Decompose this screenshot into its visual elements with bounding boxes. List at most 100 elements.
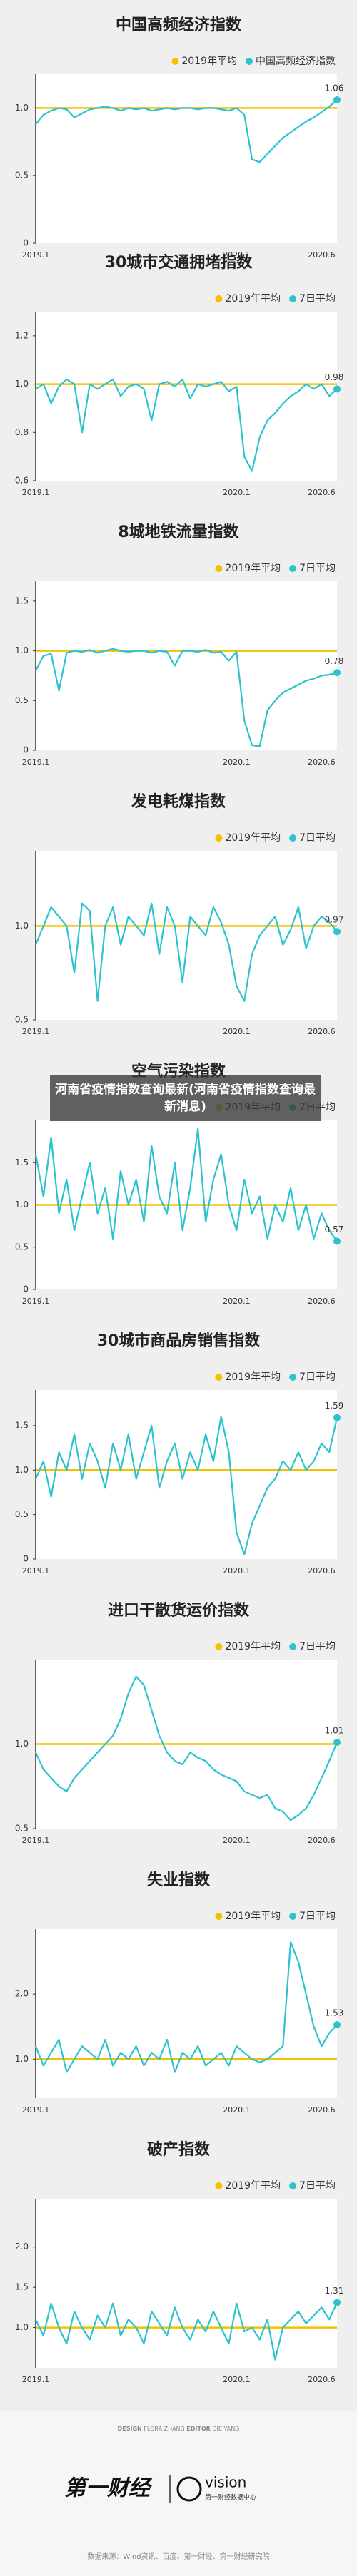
y-tick-label: 0 bbox=[23, 745, 29, 755]
legend-label: 2019年平均 bbox=[225, 1641, 281, 1652]
legend-swatch bbox=[215, 1374, 223, 1381]
x-tick-label: 2020.6 bbox=[308, 1027, 336, 1036]
plot-area bbox=[36, 1929, 337, 2098]
y-tick-label: 1.0 bbox=[15, 2322, 29, 2332]
y-tick-label: 0 bbox=[23, 238, 29, 248]
legend-label: 2019年平均 bbox=[225, 563, 281, 574]
legend-label: 7日平均 bbox=[299, 563, 336, 574]
y-tick-label: 2.0 bbox=[15, 1989, 29, 1999]
plot-area bbox=[36, 312, 337, 481]
plot-area bbox=[36, 851, 337, 1020]
chart-title: 发电耗煤指数 bbox=[131, 792, 226, 811]
last-point bbox=[333, 1237, 341, 1245]
y-tick-label: 1.0 bbox=[15, 2054, 29, 2064]
legend-swatch bbox=[246, 58, 253, 65]
data-line bbox=[35, 99, 338, 163]
y-tick-label: 1.2 bbox=[15, 330, 29, 340]
value-label: 0.97 bbox=[325, 915, 344, 925]
value-label: 0.78 bbox=[325, 656, 344, 666]
vision-logo: vision bbox=[205, 2474, 246, 2491]
data-line bbox=[34, 1941, 338, 2073]
y-tick-label: 1.0 bbox=[15, 645, 29, 655]
data-line bbox=[35, 378, 338, 472]
data-line bbox=[34, 1416, 338, 1555]
x-tick-label: 2020.6 bbox=[308, 757, 336, 767]
legend-swatch bbox=[215, 2182, 223, 2189]
x-tick-label: 2020.6 bbox=[308, 1566, 336, 1575]
last-point bbox=[333, 928, 341, 936]
value-label: 1.31 bbox=[325, 2286, 344, 2296]
x-tick-label: 2020.1 bbox=[223, 488, 251, 497]
x-tick-label: 2020.6 bbox=[308, 1836, 336, 1845]
legend-swatch bbox=[215, 565, 223, 572]
legend-swatch bbox=[215, 1643, 223, 1650]
legend-label: 2019年平均 bbox=[225, 832, 281, 844]
legend-swatch bbox=[289, 1913, 297, 1920]
x-tick-label: 2019.1 bbox=[22, 2105, 50, 2115]
x-tick-label: 2020.1 bbox=[223, 250, 251, 260]
chart-title: 进口干散货运价指数 bbox=[108, 1601, 250, 1620]
value-label: 1.53 bbox=[325, 2008, 344, 2018]
legend-label: 7日平均 bbox=[299, 1371, 336, 1383]
last-point bbox=[333, 2299, 341, 2306]
legend-swatch bbox=[215, 1913, 223, 1920]
legend-swatch bbox=[171, 58, 179, 65]
value-label: 1.01 bbox=[325, 1726, 344, 1736]
x-tick-label: 2020.6 bbox=[308, 2375, 336, 2384]
y-tick-label: 1.5 bbox=[15, 1420, 29, 1430]
vision-icon bbox=[176, 2476, 202, 2502]
value-label: 0.98 bbox=[325, 372, 344, 382]
y-tick-label: 0.5 bbox=[15, 695, 29, 705]
legend-label: 7日平均 bbox=[299, 832, 336, 844]
y-tick-label: 1.5 bbox=[15, 1157, 29, 1167]
x-tick-label: 2019.1 bbox=[22, 250, 50, 260]
y-tick-label: 1.0 bbox=[15, 103, 29, 113]
x-tick-label: 2019.1 bbox=[22, 757, 50, 767]
legend-swatch bbox=[289, 1643, 297, 1650]
y-tick-label: 1.0 bbox=[15, 379, 29, 389]
plot-area bbox=[36, 1390, 337, 1559]
y-tick-label: 0.5 bbox=[15, 1242, 29, 1252]
last-point bbox=[333, 385, 341, 393]
legend-label: 2019年平均 bbox=[225, 1371, 281, 1383]
y-tick-label: 1.0 bbox=[15, 921, 29, 931]
x-tick-label: 2020.1 bbox=[223, 1566, 251, 1575]
y-tick-label: 1.0 bbox=[15, 1200, 29, 1210]
data-line bbox=[34, 1128, 338, 1242]
value-label: 0.57 bbox=[325, 1225, 344, 1235]
x-tick-label: 2020.1 bbox=[223, 1027, 251, 1036]
x-tick-label: 2020.6 bbox=[308, 2105, 336, 2115]
legend-swatch bbox=[289, 295, 297, 302]
legend-label: 2019年平均 bbox=[181, 56, 237, 67]
y-tick-label: 0 bbox=[23, 1554, 29, 1564]
chart-title: 中国高频经济指数 bbox=[116, 16, 242, 34]
plot-area bbox=[36, 74, 337, 243]
chart-title: 30城市商品房销售指数 bbox=[97, 1332, 261, 1350]
credits: DESIGN FLORA ZHANG EDITOR DIE YANG bbox=[118, 2426, 240, 2432]
y-tick-label: 1.5 bbox=[15, 2282, 29, 2292]
y-tick-label: 0.6 bbox=[15, 476, 29, 486]
y-tick-label: 1.5 bbox=[15, 596, 29, 605]
x-tick-label: 2020.6 bbox=[308, 1297, 336, 1306]
x-tick-label: 2020.1 bbox=[223, 757, 251, 767]
overlay-caption: 河南省疫情指数查询最新(河南省疫情指数查询最新消息) bbox=[50, 1075, 321, 1121]
legend-swatch bbox=[289, 1374, 297, 1381]
legend-label: 7日平均 bbox=[299, 1911, 336, 1922]
chart-title: 30城市交通拥堵指数 bbox=[105, 253, 253, 272]
last-point bbox=[333, 669, 341, 677]
data-line bbox=[34, 902, 338, 1002]
x-tick-label: 2019.1 bbox=[22, 488, 50, 497]
legend-label: 7日平均 bbox=[299, 2180, 336, 2192]
chart-title: 破产指数 bbox=[147, 2140, 211, 2159]
y-tick-label: 0 bbox=[23, 1284, 29, 1294]
last-point bbox=[333, 1739, 341, 1747]
legend-label: 2019年平均 bbox=[225, 2180, 281, 2192]
x-tick-label: 2020.1 bbox=[223, 2105, 251, 2115]
y-tick-label: 0.8 bbox=[15, 427, 29, 437]
plot-area bbox=[36, 581, 337, 750]
x-tick-label: 2019.1 bbox=[22, 1566, 50, 1575]
y-tick-label: 0.5 bbox=[15, 1015, 29, 1025]
last-point bbox=[333, 96, 341, 104]
